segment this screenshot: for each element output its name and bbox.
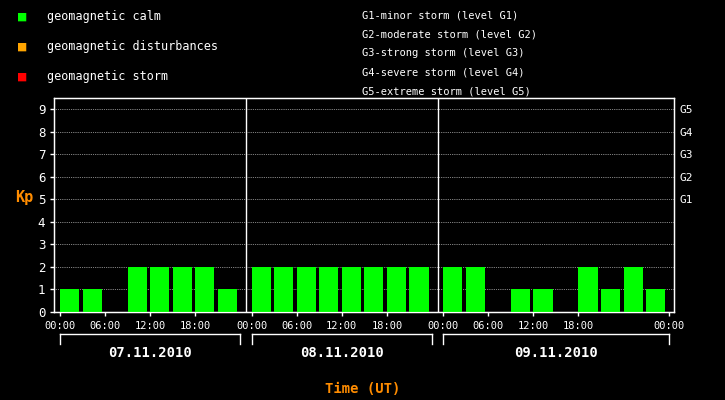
Bar: [319, 267, 339, 312]
Y-axis label: Kp: Kp: [14, 190, 33, 205]
Text: G5-extreme storm (level G5): G5-extreme storm (level G5): [362, 87, 531, 97]
Text: G4-severe storm (level G4): G4-severe storm (level G4): [362, 68, 525, 78]
Text: ■: ■: [18, 70, 27, 84]
Bar: [511, 290, 530, 312]
Bar: [83, 290, 102, 312]
Bar: [443, 267, 463, 312]
Text: 08.11.2010: 08.11.2010: [300, 346, 384, 360]
Bar: [601, 290, 620, 312]
Text: geomagnetic disturbances: geomagnetic disturbances: [47, 40, 218, 53]
Bar: [128, 267, 146, 312]
Bar: [297, 267, 316, 312]
Text: G2-moderate storm (level G2): G2-moderate storm (level G2): [362, 29, 537, 39]
Bar: [465, 267, 485, 312]
Text: ■: ■: [18, 10, 27, 24]
Bar: [173, 267, 192, 312]
Bar: [646, 290, 666, 312]
Bar: [274, 267, 294, 312]
Bar: [60, 290, 79, 312]
Bar: [218, 290, 237, 312]
Bar: [341, 267, 361, 312]
Text: geomagnetic storm: geomagnetic storm: [47, 70, 168, 83]
Bar: [579, 267, 597, 312]
Bar: [252, 267, 270, 312]
Text: G1-minor storm (level G1): G1-minor storm (level G1): [362, 10, 519, 20]
Bar: [364, 267, 384, 312]
Text: 07.11.2010: 07.11.2010: [108, 346, 192, 360]
Text: Time (UT): Time (UT): [325, 382, 400, 396]
Text: ■: ■: [18, 40, 27, 54]
Bar: [387, 267, 406, 312]
Bar: [410, 267, 428, 312]
Text: G3-strong storm (level G3): G3-strong storm (level G3): [362, 48, 525, 58]
Text: 09.11.2010: 09.11.2010: [514, 346, 598, 360]
Bar: [195, 267, 215, 312]
Text: geomagnetic calm: geomagnetic calm: [47, 10, 161, 23]
Bar: [150, 267, 170, 312]
Bar: [534, 290, 552, 312]
Bar: [624, 267, 642, 312]
